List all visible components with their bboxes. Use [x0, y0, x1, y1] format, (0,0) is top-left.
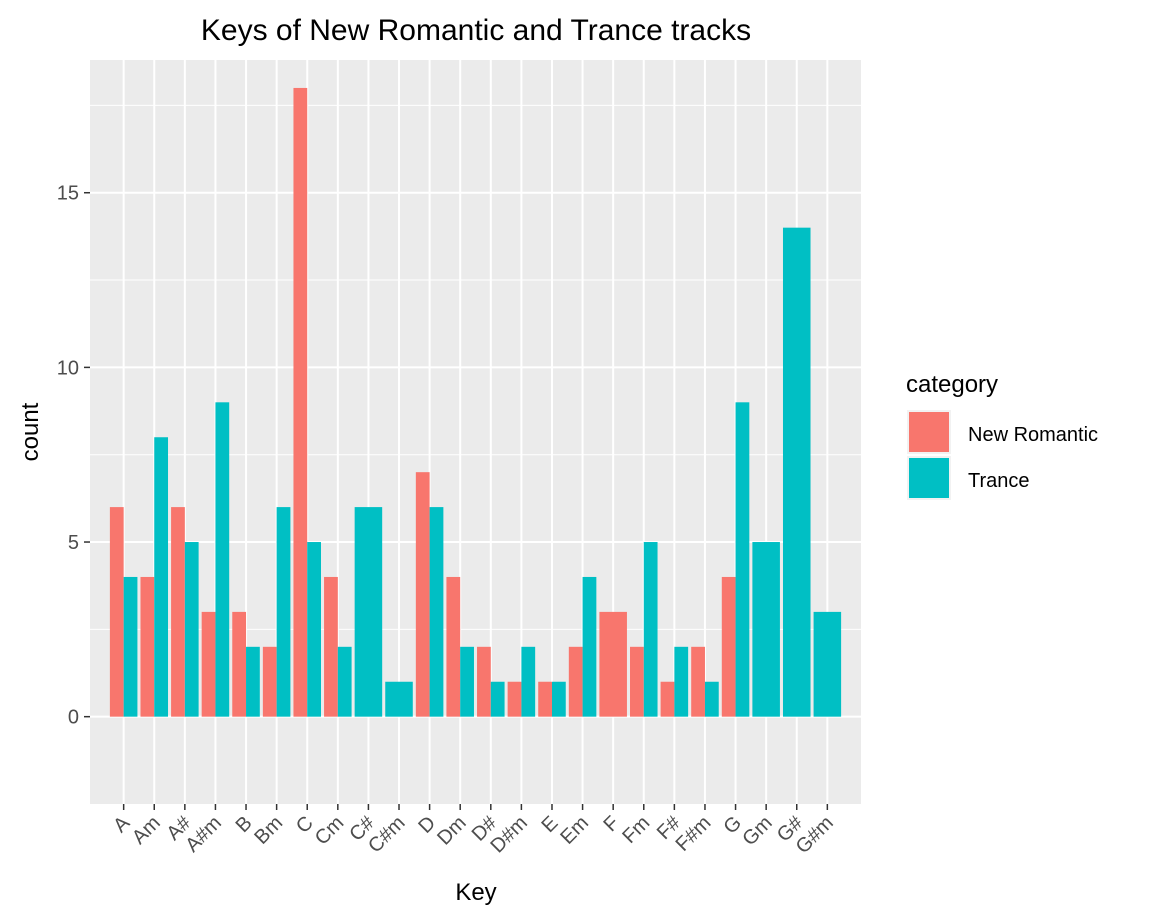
x-tick-label-f-sharpm: F#m [672, 812, 716, 856]
bar-new-romantic-fm [630, 646, 644, 717]
bar-new-romantic-f [599, 611, 627, 717]
bar-trance-c [307, 542, 321, 717]
bar-trance-d-sharpm [521, 646, 536, 717]
y-axis: 0 5 10 15 [57, 183, 90, 729]
bar-new-romantic-e [538, 681, 552, 717]
bar-trance-b [246, 646, 260, 717]
bar-new-romantic-f-sharpm [691, 646, 705, 717]
bar-trance-f-sharpm [704, 681, 719, 717]
x-tick-label-am: Am [128, 812, 165, 849]
bar-trance-a [123, 576, 138, 717]
legend: category New Romantic Trance [906, 371, 1098, 500]
x-tick-label-gm: Gm [738, 812, 776, 850]
x-tick-label-cm: Cm [311, 812, 349, 850]
bar-trance-g-sharpm [813, 611, 842, 717]
bar-trance-am [154, 437, 169, 717]
bar-new-romantic-c [293, 87, 308, 717]
bar-new-romantic-f-sharp [660, 681, 675, 717]
bar-trance-em [582, 576, 597, 717]
x-tick-label-em: Em [556, 812, 593, 849]
bar-trance-g [735, 402, 750, 717]
bar-new-romantic-am [140, 576, 155, 717]
legend-swatch-new-romantic [909, 412, 949, 452]
bar-new-romantic-a-sharp [171, 507, 185, 717]
legend-swatch-trance [909, 458, 949, 498]
bar-trance-g-sharp [782, 227, 811, 717]
bar-new-romantic-dm [446, 576, 461, 717]
bar-new-romantic-d-sharpm [507, 681, 522, 717]
bar-trance-a-sharpm [215, 402, 230, 717]
bar-new-romantic-cm [324, 576, 338, 717]
bar-trance-e [551, 681, 566, 717]
bar-new-romantic-bm [262, 646, 277, 717]
chart-title: Keys of New Romantic and Trance tracks [201, 14, 751, 47]
y-tick-label: 10 [57, 357, 79, 379]
x-tick-label-a-sharpm: A#m [181, 812, 226, 857]
bar-new-romantic-g [721, 576, 736, 717]
bar-trance-bm [276, 507, 291, 717]
legend-label-trance: Trance [968, 470, 1030, 492]
y-tick-label: 0 [68, 707, 79, 729]
bar-trance-dm [460, 646, 474, 717]
bar-trance-gm [752, 542, 780, 717]
bar-new-romantic-a-sharpm [201, 611, 216, 717]
x-tick-label-dm: Dm [433, 812, 471, 850]
bars [109, 87, 842, 717]
bar-trance-c-sharp [354, 507, 383, 717]
x-tick-label-bm: Bm [250, 812, 287, 849]
bar-trance-cm [337, 646, 352, 717]
bar-trance-c-sharpm [385, 681, 413, 717]
bar-new-romantic-a [109, 507, 124, 717]
bar-trance-d-sharp [490, 681, 505, 717]
x-axis-title: Key [455, 879, 496, 906]
x-tick-label-c-sharpm: C#m [364, 812, 409, 857]
bar-trance-a-sharp [184, 542, 199, 717]
x-tick-label-fm: Fm [618, 812, 654, 848]
y-tick-label: 5 [68, 532, 79, 554]
bar-new-romantic-em [568, 646, 583, 717]
legend-label-new-romantic: New Romantic [968, 424, 1098, 446]
legend-title: category [906, 371, 998, 398]
bar-trance-f-sharp [674, 646, 689, 717]
y-axis-title: count [17, 402, 44, 461]
x-tick-label-d-sharpm: D#m [487, 812, 532, 857]
bar-new-romantic-d [415, 472, 430, 717]
y-tick-label: 15 [57, 183, 79, 205]
bar-new-romantic-d-sharp [477, 646, 491, 717]
bar-trance-d [429, 507, 444, 717]
bar-new-romantic-b [232, 611, 247, 717]
bar-trance-fm [643, 542, 658, 717]
